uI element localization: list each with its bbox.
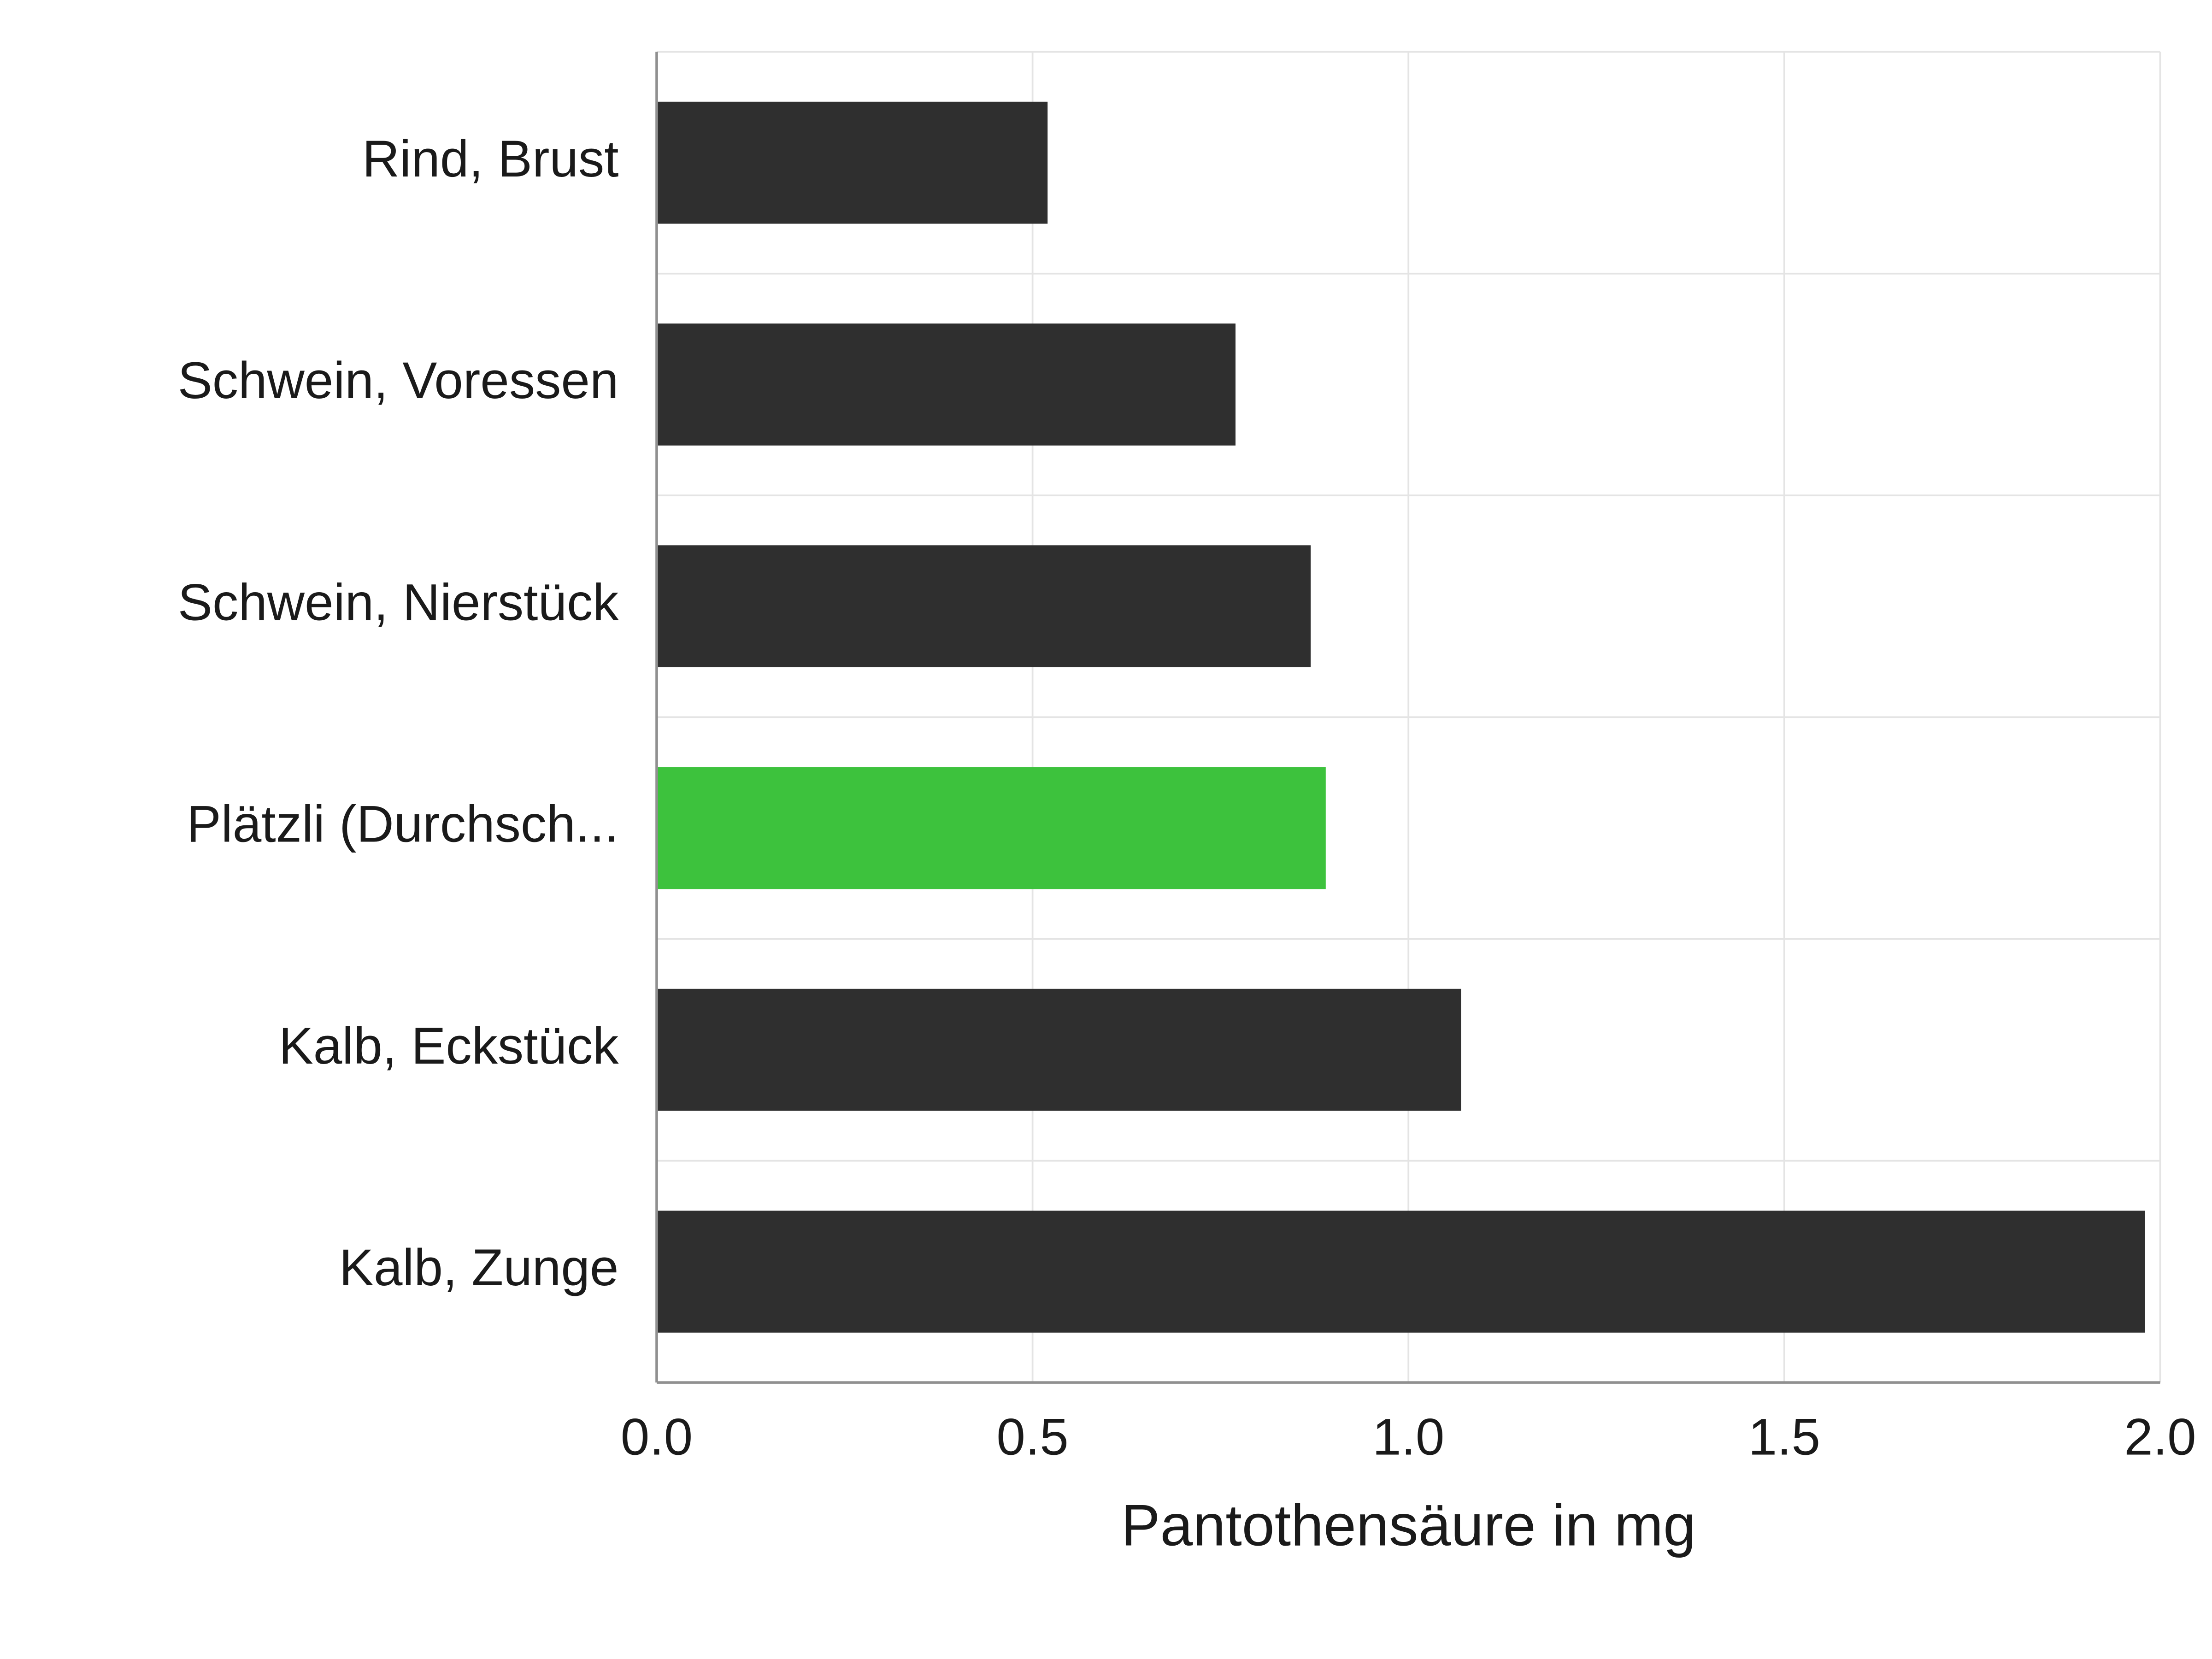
x-tick-labels: 0.0 0.5 1.0 1.5 2.0 [621,1408,2196,1466]
y-category-label: Schwein, Voressen [178,351,619,409]
y-category-label: Rind, Brust [362,129,618,188]
bar [657,102,1047,224]
bar [657,324,1235,446]
gridlines [657,52,2160,1383]
y-category-label: Kalb, Eckstück [279,1017,619,1075]
bar [657,767,1326,889]
bar [657,545,1311,667]
bar [657,1211,2145,1333]
chart-container: 0.0 0.5 1.0 1.5 2.0 Rind, Brust Schwein, Vore… [0,0,2212,1659]
x-axis-title: Pantothensäure in mg [1121,1493,1696,1559]
y-category-label: Plätzli (Durchsch... [187,795,619,853]
x-tick-label: 1.0 [1372,1408,1444,1466]
x-tick-label: 1.5 [1748,1408,1820,1466]
y-category-label: Kalb, Zunge [339,1238,619,1296]
y-category-label: Schwein, Nierstück [178,573,619,631]
x-tick-label: 0.5 [996,1408,1068,1466]
bar [657,989,1461,1111]
y-category-labels: Rind, Brust Schwein, Voressen Schwein, Nie… [178,129,619,1296]
bar-chart: 0.0 0.5 1.0 1.5 2.0 Rind, Brust Schwein, Vore… [0,0,2212,1659]
x-tick-label: 0.0 [621,1408,693,1466]
x-tick-label: 2.0 [2124,1408,2196,1466]
